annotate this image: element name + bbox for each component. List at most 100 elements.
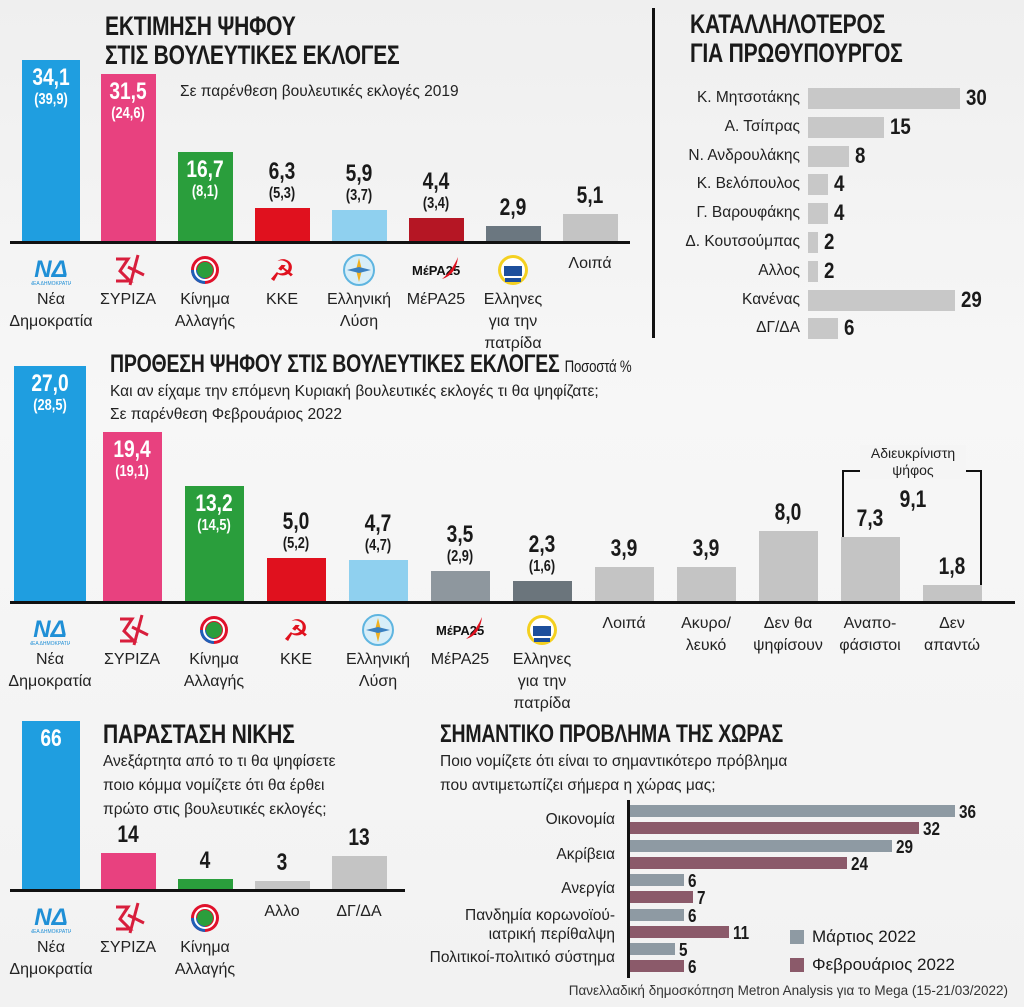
kke-logo-icon: ☭ xyxy=(276,613,316,649)
problem-bar xyxy=(630,960,685,972)
victory-title: ΠΑΡΑΣΤΑΣΗ ΝΙΚΗΣ xyxy=(103,719,295,749)
intention-bar xyxy=(266,557,326,601)
intention-category-label: Δεν απαντώ xyxy=(924,615,980,654)
intention-value-label: 5,0 xyxy=(282,507,310,535)
estimate-value-label: 6,3 xyxy=(268,157,296,185)
estimate-category-label: Νέα Δημοκρατία xyxy=(9,291,93,330)
estimate-previous-label: (3,4) xyxy=(422,194,450,212)
legend-swatch xyxy=(790,930,804,944)
intention-bar xyxy=(594,567,654,601)
intention-bar xyxy=(348,560,408,601)
problem-bar xyxy=(630,925,730,938)
intention-category-label: Ελληνική Λύση xyxy=(345,651,411,690)
intention-value-label: 1,8 xyxy=(938,553,966,581)
intention-bar xyxy=(102,432,162,601)
syriza-logo-icon xyxy=(108,901,148,935)
pm-value-label: 4 xyxy=(834,200,845,226)
svg-text:ΝΔ: ΝΔ xyxy=(34,904,67,931)
problem-axis xyxy=(627,800,630,978)
svg-text:☭: ☭ xyxy=(269,254,296,287)
intention-category-label: ΣΥΡΙΖΑ xyxy=(103,651,161,668)
intention-previous-label: (2,9) xyxy=(446,547,474,565)
pm-bar xyxy=(808,289,956,311)
syriza-logo-icon xyxy=(108,253,148,287)
problem-category-label: Πολιτικοί-πολιτικό σύστημα xyxy=(429,949,615,966)
pm-bar xyxy=(808,145,849,167)
problem-category-label: Οικονομία xyxy=(545,811,615,828)
victory-value-label: 13 xyxy=(348,823,370,851)
problem-category-label: Ανεργία xyxy=(561,880,615,897)
estimate-value-label: 34,1 xyxy=(32,64,70,92)
intention-value-label: 7,3 xyxy=(856,505,884,533)
intention-bar xyxy=(758,531,818,601)
estimate-category-label: Ελληνες για την πατρίδα xyxy=(483,291,543,352)
victory-bar xyxy=(254,881,310,889)
intention-title-text: ΠΡΟΘΕΣΗ ΨΗΦΟΥ ΣΤΙΣ ΒΟΥΛΕΥΤΙΚΕΣ ΕΚΛΟΓΕΣ xyxy=(110,350,560,378)
pm-bar xyxy=(808,116,885,138)
pm-value-label: 4 xyxy=(834,171,845,197)
victory-value-label: 3 xyxy=(276,849,288,877)
intention-unit: Ποσοστά % xyxy=(564,357,632,376)
pm-category-label: Ν. Ανδρουλάκης xyxy=(688,146,800,164)
intention-value-label: 3,5 xyxy=(446,520,474,548)
pm-category-label: Κανένας xyxy=(742,290,800,308)
pm-bar xyxy=(808,88,961,109)
intention-bar xyxy=(840,537,900,601)
problem-title: ΣΗΜΑΝΤΙΚΟ ΠΡΟΒΛΗΜΑ ΤΗΣ ΧΩΡΑΣ xyxy=(440,720,784,748)
nd-logo-icon: ΝΔ ΝΕΑ ΔΗΜΟΚΡΑΤΙΑ xyxy=(29,253,73,287)
intention-title: ΠΡΟΘΕΣΗ ΨΗΦΟΥ ΣΤΙΣ ΒΟΥΛΕΥΤΙΚΕΣ ΕΚΛΟΓΕΣ Π… xyxy=(110,350,632,381)
victory-value-label: 14 xyxy=(117,821,139,849)
intention-bar xyxy=(184,486,244,601)
problem-bar xyxy=(630,856,847,869)
intention-value-label: 8,0 xyxy=(774,499,802,527)
problem-bar xyxy=(630,822,919,834)
pm-value-label: 2 xyxy=(824,229,835,254)
pm-value-label: 6 xyxy=(844,315,855,341)
problem-bar xyxy=(630,874,685,886)
legend-label: Φεβρουάριος 2022 xyxy=(812,955,955,974)
pm-value-label: 2 xyxy=(824,257,835,283)
estimate-value-label: 2,9 xyxy=(499,193,527,221)
victory-baseline xyxy=(10,889,405,892)
problem-bar xyxy=(630,839,892,852)
problem-category-label: Ακρίβεια xyxy=(556,845,615,863)
svg-text:ΝΕΑ ΔΗΜΟΚΡΑΤΙΑ: ΝΕΑ ΔΗΜΟΚΡΑΤΙΑ xyxy=(31,929,71,935)
estimate-value-label: 5,9 xyxy=(345,159,373,187)
estimate-value-label: 31,5 xyxy=(109,78,147,106)
estimate-title: ΕΚΤΙΜΗΣΗ ΨΗΦΟΥ ΣΤΙΣ ΒΟΥΛΕΥΤΙΚΕΣ ΕΚΛΟΓΕΣ xyxy=(105,12,400,70)
svg-text:ΝΕΑ ΔΗΜΟΚΡΑΤΙΑ: ΝΕΑ ΔΗΜΟΚΡΑΤΙΑ xyxy=(31,281,71,287)
intention-baseline xyxy=(10,601,1015,604)
problem-bar xyxy=(630,908,685,921)
estimate-baseline xyxy=(10,241,630,244)
estimate-subtitle: Σε παρένθεση βουλευτικές εκλογές 2019 xyxy=(180,83,459,100)
problem-value-label: 24 xyxy=(850,853,868,874)
problem-value-label: 7 xyxy=(697,888,706,908)
problem-value-label: 36 xyxy=(959,802,977,822)
pm-title: ΚΑΤΑΛΛΗΛΟΤΕΡΟΣ ΓΙΑ ΠΡΩΘΥΠΟΥΡΓΟΣ xyxy=(690,10,903,68)
pm-category-label: Αλλος xyxy=(758,261,800,279)
pm-bar xyxy=(808,232,819,253)
victory-category-label: Νέα Δημοκρατία xyxy=(9,939,93,978)
kinal-logo-icon xyxy=(185,901,225,935)
section-divider xyxy=(652,8,655,338)
intention-value-label: 2,3 xyxy=(528,530,556,558)
intention-category-label: Αναπο- φάσιστοι xyxy=(839,615,901,654)
pm-category-label: Α. Τσίπρας xyxy=(724,117,800,135)
estimate-category-label: ΚΚΕ xyxy=(265,291,298,308)
estimate-category-label: Ελληνική Λύση xyxy=(326,291,392,330)
legend-swatch xyxy=(790,958,804,972)
svg-text:☭: ☭ xyxy=(283,614,310,647)
intention-category-label: Κίνημα Αλλαγής xyxy=(183,651,245,690)
undecided-label: Αδιευκρίνιστη ψήφος xyxy=(860,445,966,479)
victory-bar xyxy=(22,720,80,889)
pm-title-line1: ΚΑΤΑΛΛΗΛΟΤΕΡΟΣ xyxy=(690,9,886,39)
problem-bar xyxy=(630,891,694,903)
estimate-category-label: Κίνημα Αλλαγής xyxy=(174,291,236,330)
estimate-previous-label: (39,9) xyxy=(34,91,68,109)
intention-bar xyxy=(14,366,86,601)
intention-category-label: ΜέΡΑ25 xyxy=(430,651,490,668)
undecided-value: 9,1 xyxy=(899,486,927,513)
pm-bar xyxy=(808,318,839,340)
estimate-bar xyxy=(485,225,541,241)
victory-category-label: ΣΥΡΙΖΑ xyxy=(99,939,157,956)
